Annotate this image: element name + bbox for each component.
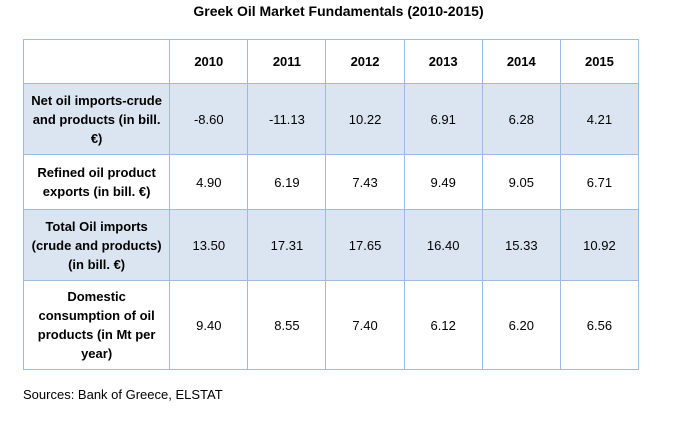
table-cell: 6.12 bbox=[403, 280, 483, 370]
data-table: 2010 2011 2012 2013 2014 2015 Net oil im… bbox=[22, 39, 640, 370]
table-cell: 10.92 bbox=[559, 209, 640, 281]
table-row: Domestic consumption of oil products (in… bbox=[22, 280, 640, 370]
row-label: Domestic consumption of oil products (in… bbox=[22, 280, 171, 370]
header-corner bbox=[22, 39, 171, 84]
header-year: 2012 bbox=[325, 39, 405, 84]
table-cell: 17.65 bbox=[325, 209, 405, 281]
header-year: 2015 bbox=[559, 39, 640, 84]
table-cell: 8.55 bbox=[247, 280, 327, 370]
table-cell: 16.40 bbox=[403, 209, 483, 281]
row-label: Refined oil product exports (in bill. €) bbox=[22, 154, 171, 210]
table-cell: -8.60 bbox=[169, 83, 249, 155]
header-year: 2013 bbox=[403, 39, 483, 84]
table-cell: 15.33 bbox=[481, 209, 561, 281]
table-cell: 7.43 bbox=[325, 154, 405, 210]
table-cell: 9.49 bbox=[403, 154, 483, 210]
header-year: 2014 bbox=[481, 39, 561, 84]
table-row: Net oil imports-crude and products (in b… bbox=[22, 83, 640, 155]
table-cell: 9.40 bbox=[169, 280, 249, 370]
chart-title: Greek Oil Market Fundamentals (2010-2015… bbox=[193, 3, 484, 19]
table-cell: 6.28 bbox=[481, 83, 561, 155]
table-cell: 6.19 bbox=[247, 154, 327, 210]
header-year: 2010 bbox=[169, 39, 249, 84]
table-cell: 6.91 bbox=[403, 83, 483, 155]
table-cell: 17.31 bbox=[247, 209, 327, 281]
table-cell: 7.40 bbox=[325, 280, 405, 370]
table-cell: 13.50 bbox=[169, 209, 249, 281]
table-cell: -11.13 bbox=[247, 83, 327, 155]
row-label: Net oil imports-crude and products (in b… bbox=[22, 83, 171, 155]
table-row: Refined oil product exports (in bill. €)… bbox=[22, 154, 640, 210]
table-cell: 9.05 bbox=[481, 154, 561, 210]
table-cell: 6.56 bbox=[559, 280, 640, 370]
table-row: Total Oil imports (crude and products) (… bbox=[22, 209, 640, 281]
table-cell: 6.71 bbox=[559, 154, 640, 210]
table-cell: 4.90 bbox=[169, 154, 249, 210]
source-note: Sources: Bank of Greece, ELSTAT bbox=[23, 387, 223, 402]
table-cell: 4.21 bbox=[559, 83, 640, 155]
table-cell: 10.22 bbox=[325, 83, 405, 155]
header-year: 2011 bbox=[247, 39, 327, 84]
table-cell: 6.20 bbox=[481, 280, 561, 370]
header-row: 2010 2011 2012 2013 2014 2015 bbox=[22, 39, 640, 84]
row-label: Total Oil imports (crude and products) (… bbox=[22, 209, 171, 281]
